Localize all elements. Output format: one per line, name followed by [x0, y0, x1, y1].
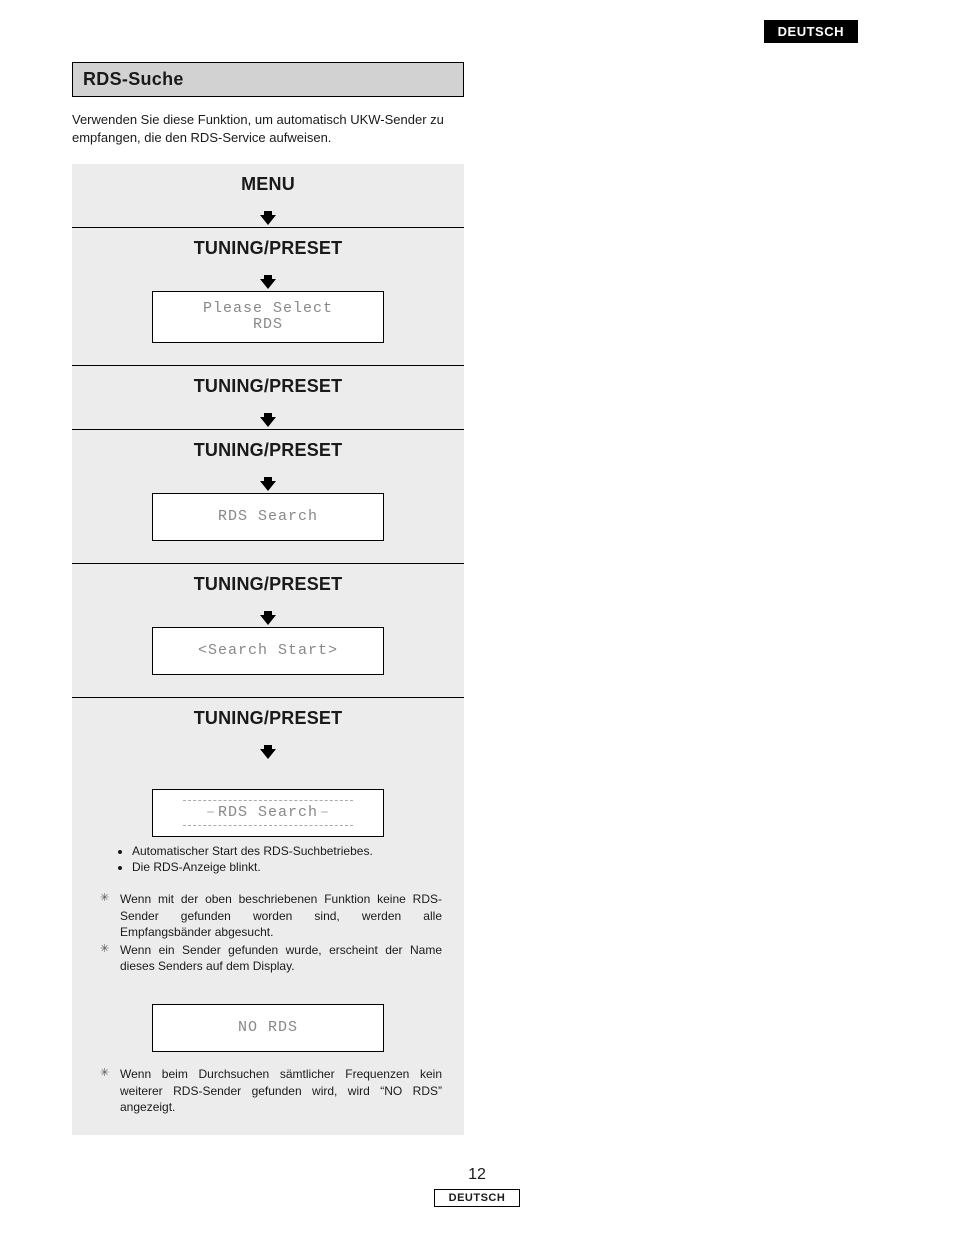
- bullet-notes: Automatischer Start des RDS-Suchbetriebe…: [72, 837, 464, 875]
- lcd-search-start: <Search Start>: [152, 627, 384, 675]
- step-label-tuning-3: TUNING/PRESET: [72, 430, 464, 471]
- note-ref: Wenn mit der oben beschriebenen Funktion…: [94, 891, 442, 940]
- note-ref: Wenn beim Durchsuchen sämtlicher Frequen…: [94, 1066, 442, 1115]
- step-label-tuning-5: TUNING/PRESET: [72, 698, 464, 739]
- step-label-menu: MENU: [72, 164, 464, 205]
- lcd-rds-search: RDS Search: [152, 493, 384, 541]
- lcd-line: RDS: [253, 317, 283, 334]
- section-intro: Verwenden Sie diese Funktion, um automat…: [72, 111, 464, 146]
- page-footer: 12 DEUTSCH: [0, 1166, 954, 1207]
- reference-notes-2: Wenn beim Durchsuchen sämtlicher Frequen…: [72, 1060, 464, 1115]
- section-heading-box: RDS-Suche: [72, 62, 464, 96]
- lcd-line: NO RDS: [238, 1020, 298, 1037]
- down-arrow-icon: [72, 605, 464, 627]
- down-arrow-icon: [72, 407, 464, 429]
- lcd-line: Please Select: [203, 301, 333, 318]
- step-label-tuning-1: TUNING/PRESET: [72, 228, 464, 269]
- note-ref: Wenn ein Sender gefunden wurde, erschein…: [94, 942, 442, 974]
- page-number: 12: [0, 1166, 954, 1184]
- lcd-line: RDS Search: [218, 509, 318, 526]
- lcd-line: RDS Search: [206, 805, 330, 822]
- down-arrow-icon: [72, 205, 464, 227]
- lcd-rds-search-blink: RDS Search: [152, 789, 384, 837]
- note-bullet: Automatischer Start des RDS-Suchbetriebe…: [132, 843, 442, 859]
- footer-language-box: DEUTSCH: [434, 1189, 521, 1207]
- lcd-line: <Search Start>: [198, 643, 338, 660]
- down-arrow-icon: [72, 269, 464, 291]
- lcd-no-rds: NO RDS: [152, 1004, 384, 1052]
- step-label-tuning-4: TUNING/PRESET: [72, 564, 464, 605]
- note-bullet: Die RDS-Anzeige blinkt.: [132, 859, 442, 875]
- language-badge: DEUTSCH: [764, 20, 858, 43]
- content-column: RDS-Suche Verwenden Sie diese Funktion, …: [72, 62, 464, 1135]
- reference-notes: Wenn mit der oben beschriebenen Funktion…: [72, 885, 464, 974]
- section-heading-rule: [72, 96, 464, 97]
- steps-panel: MENU TUNING/PRESET Please Select RDS TUN…: [72, 164, 464, 1135]
- lcd-please-select-rds: Please Select RDS: [152, 291, 384, 343]
- section-title: RDS-Suche: [83, 69, 453, 90]
- down-arrow-icon: [72, 471, 464, 493]
- page: DEUTSCH RDS-Suche Verwenden Sie diese Fu…: [0, 0, 954, 1237]
- step-label-tuning-2: TUNING/PRESET: [72, 366, 464, 407]
- down-arrow-icon: [72, 739, 464, 761]
